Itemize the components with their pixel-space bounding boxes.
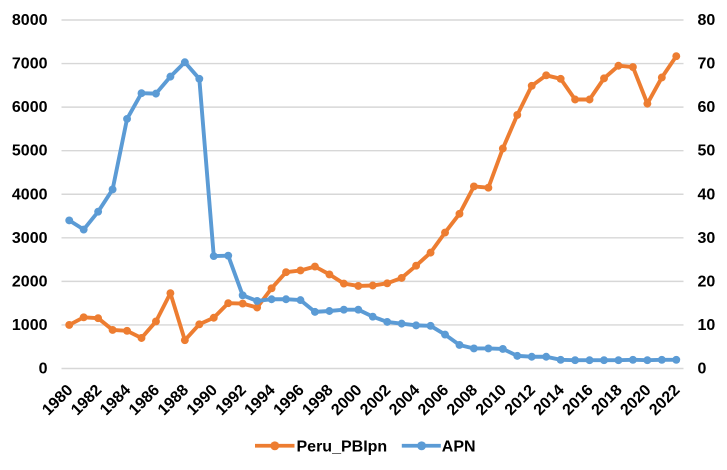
svg-text:0: 0 (698, 361, 707, 378)
svg-text:6000: 6000 (12, 99, 48, 116)
svg-text:8000: 8000 (12, 12, 48, 29)
svg-text:4000: 4000 (12, 186, 48, 203)
svg-text:70: 70 (698, 56, 716, 73)
svg-text:30: 30 (698, 230, 716, 247)
svg-text:20: 20 (698, 273, 716, 290)
svg-text:50: 50 (698, 143, 716, 160)
svg-text:0: 0 (39, 361, 48, 378)
svg-text:7000: 7000 (12, 56, 48, 73)
svg-text:3000: 3000 (12, 230, 48, 247)
svg-text:2000: 2000 (12, 273, 48, 290)
svg-text:5000: 5000 (12, 143, 48, 160)
svg-text:1000: 1000 (12, 317, 48, 334)
svg-text:40: 40 (698, 186, 716, 203)
svg-text:60: 60 (698, 99, 716, 116)
svg-text:80: 80 (698, 12, 716, 29)
svg-text:10: 10 (698, 317, 716, 334)
svg-text:Peru_PBIpn: Peru_PBIpn (297, 438, 388, 455)
svg-text:APN: APN (442, 438, 476, 455)
